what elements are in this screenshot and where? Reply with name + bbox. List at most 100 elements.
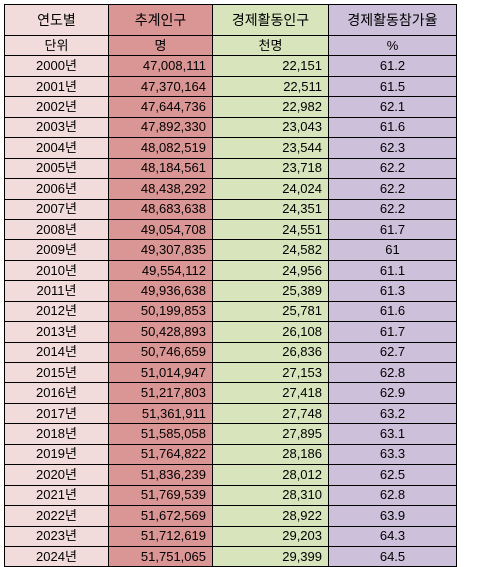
rate-cell: 62.8 xyxy=(328,484,457,507)
year-cell: 2016년 xyxy=(4,382,109,404)
rate-cell: 62.1 xyxy=(328,96,457,118)
table-row: 2005년 48,184,561 23,718 62.2 xyxy=(4,157,457,180)
year-cell: 2012년 xyxy=(4,300,109,323)
economic-cell: 25,389 xyxy=(212,280,329,302)
economic-cell: 26,108 xyxy=(212,321,329,343)
table-row: 2014년 50,746,659 26,836 62.7 xyxy=(4,341,457,364)
table-row: 2013년 50,428,893 26,108 61.7 xyxy=(4,321,457,343)
economic-cell: 24,351 xyxy=(212,198,329,220)
population-cell: 51,764,822 xyxy=(108,443,213,466)
population-cell: 47,008,111 xyxy=(108,55,213,77)
year-cell: 2004년 xyxy=(4,137,109,159)
economic-cell: 24,551 xyxy=(212,218,329,241)
table-row: 2024년 51,751,065 29,399 64.5 xyxy=(4,545,457,567)
unit-year: 단위 xyxy=(4,34,109,57)
header-economic: 경제활동인구 xyxy=(212,4,329,36)
population-cell: 51,585,058 xyxy=(108,423,213,445)
rate-cell: 62.5 xyxy=(328,464,457,486)
year-cell: 2015년 xyxy=(4,361,109,384)
year-cell: 2007년 xyxy=(4,198,109,220)
population-cell: 51,217,803 xyxy=(108,382,213,404)
year-cell: 2023년 xyxy=(4,525,109,547)
rate-cell: 62.2 xyxy=(328,178,457,200)
population-cell: 49,307,835 xyxy=(108,239,213,261)
table-row: 2020년 51,836,239 28,012 62.5 xyxy=(4,464,457,486)
year-cell: 2005년 xyxy=(4,157,109,180)
economic-cell: 22,151 xyxy=(212,55,329,77)
population-cell: 48,683,638 xyxy=(108,198,213,220)
rate-cell: 61.2 xyxy=(328,55,457,77)
table-row: 2002년 47,644,736 22,982 62.1 xyxy=(4,96,457,118)
economic-cell: 27,748 xyxy=(212,402,329,425)
economic-cell: 27,418 xyxy=(212,382,329,404)
economic-cell: 22,982 xyxy=(212,96,329,118)
year-cell: 2011년 xyxy=(4,280,109,302)
rate-cell: 64.5 xyxy=(328,545,457,567)
rate-cell: 61.7 xyxy=(328,218,457,241)
rate-cell: 61 xyxy=(328,239,457,261)
population-cell: 50,428,893 xyxy=(108,321,213,343)
year-cell: 2006년 xyxy=(4,178,109,200)
economic-cell: 27,895 xyxy=(212,423,329,445)
table-row: 2016년 51,217,803 27,418 62.9 xyxy=(4,382,457,404)
year-cell: 2017년 xyxy=(4,402,109,425)
economic-cell: 22,511 xyxy=(212,75,329,98)
table-row: 2009년 49,307,835 24,582 61 xyxy=(4,239,457,261)
population-cell: 51,769,539 xyxy=(108,484,213,507)
rate-cell: 61.6 xyxy=(328,116,457,139)
table-row: 2018년 51,585,058 27,895 63.1 xyxy=(4,423,457,445)
year-cell: 2008년 xyxy=(4,218,109,241)
rate-cell: 62.3 xyxy=(328,137,457,159)
economic-cell: 24,024 xyxy=(212,178,329,200)
table-row: 2012년 50,199,853 25,781 61.6 xyxy=(4,300,457,323)
unit-rate: % xyxy=(328,34,457,57)
rate-cell: 63.3 xyxy=(328,443,457,466)
unit-economic: 천명 xyxy=(212,34,329,57)
rate-cell: 61.6 xyxy=(328,300,457,323)
table-row: 2019년 51,764,822 28,186 63.3 xyxy=(4,443,457,466)
year-cell: 2018년 xyxy=(4,423,109,445)
table-row: 2003년 47,892,330 23,043 61.6 xyxy=(4,116,457,139)
header-row: 연도별 추계인구 경제활동인구 경제활동참가율 xyxy=(4,4,457,36)
table-row: 2008년 49,054,708 24,551 61.7 xyxy=(4,218,457,241)
population-cell: 50,746,659 xyxy=(108,341,213,364)
year-cell: 2009년 xyxy=(4,239,109,261)
table-row: 2017년 51,361,911 27,748 63.2 xyxy=(4,402,457,425)
economic-cell: 27,153 xyxy=(212,361,329,384)
rate-cell: 62.2 xyxy=(328,198,457,220)
table-row: 2006년 48,438,292 24,024 62.2 xyxy=(4,178,457,200)
table-row: 2015년 51,014,947 27,153 62.8 xyxy=(4,361,457,384)
table-row: 2001년 47,370,164 22,511 61.5 xyxy=(4,75,457,98)
rate-cell: 61.3 xyxy=(328,280,457,302)
year-cell: 2014년 xyxy=(4,341,109,364)
rate-cell: 61.7 xyxy=(328,321,457,343)
population-cell: 48,184,561 xyxy=(108,157,213,180)
unit-population: 명 xyxy=(108,34,213,57)
population-cell: 51,014,947 xyxy=(108,361,213,384)
header-year: 연도별 xyxy=(4,4,109,36)
year-cell: 2010년 xyxy=(4,259,109,282)
population-cell: 51,751,065 xyxy=(108,545,213,567)
economic-cell: 29,399 xyxy=(212,545,329,567)
population-cell: 47,370,164 xyxy=(108,75,213,98)
population-cell: 51,712,619 xyxy=(108,525,213,547)
population-cell: 51,836,239 xyxy=(108,464,213,486)
economic-cell: 23,718 xyxy=(212,157,329,180)
rate-cell: 61.1 xyxy=(328,259,457,282)
table-row: 2010년 49,554,112 24,956 61.1 xyxy=(4,259,457,282)
economic-cell: 24,956 xyxy=(212,259,329,282)
year-cell: 2019년 xyxy=(4,443,109,466)
year-cell: 2001년 xyxy=(4,75,109,98)
table-row: 2011년 49,936,638 25,389 61.3 xyxy=(4,280,457,302)
economic-cell: 24,582 xyxy=(212,239,329,261)
population-table: 연도별 추계인구 경제활동인구 경제활동참가율 단위 명 천명 % 2000년 4… xyxy=(4,4,457,567)
population-cell: 51,361,911 xyxy=(108,402,213,425)
economic-cell: 26,836 xyxy=(212,341,329,364)
table-row: 2004년 48,082,519 23,544 62.3 xyxy=(4,137,457,159)
population-cell: 49,054,708 xyxy=(108,218,213,241)
year-cell: 2000년 xyxy=(4,55,109,77)
economic-cell: 25,781 xyxy=(212,300,329,323)
year-cell: 2020년 xyxy=(4,464,109,486)
rate-cell: 62.2 xyxy=(328,157,457,180)
year-cell: 2003년 xyxy=(4,116,109,139)
